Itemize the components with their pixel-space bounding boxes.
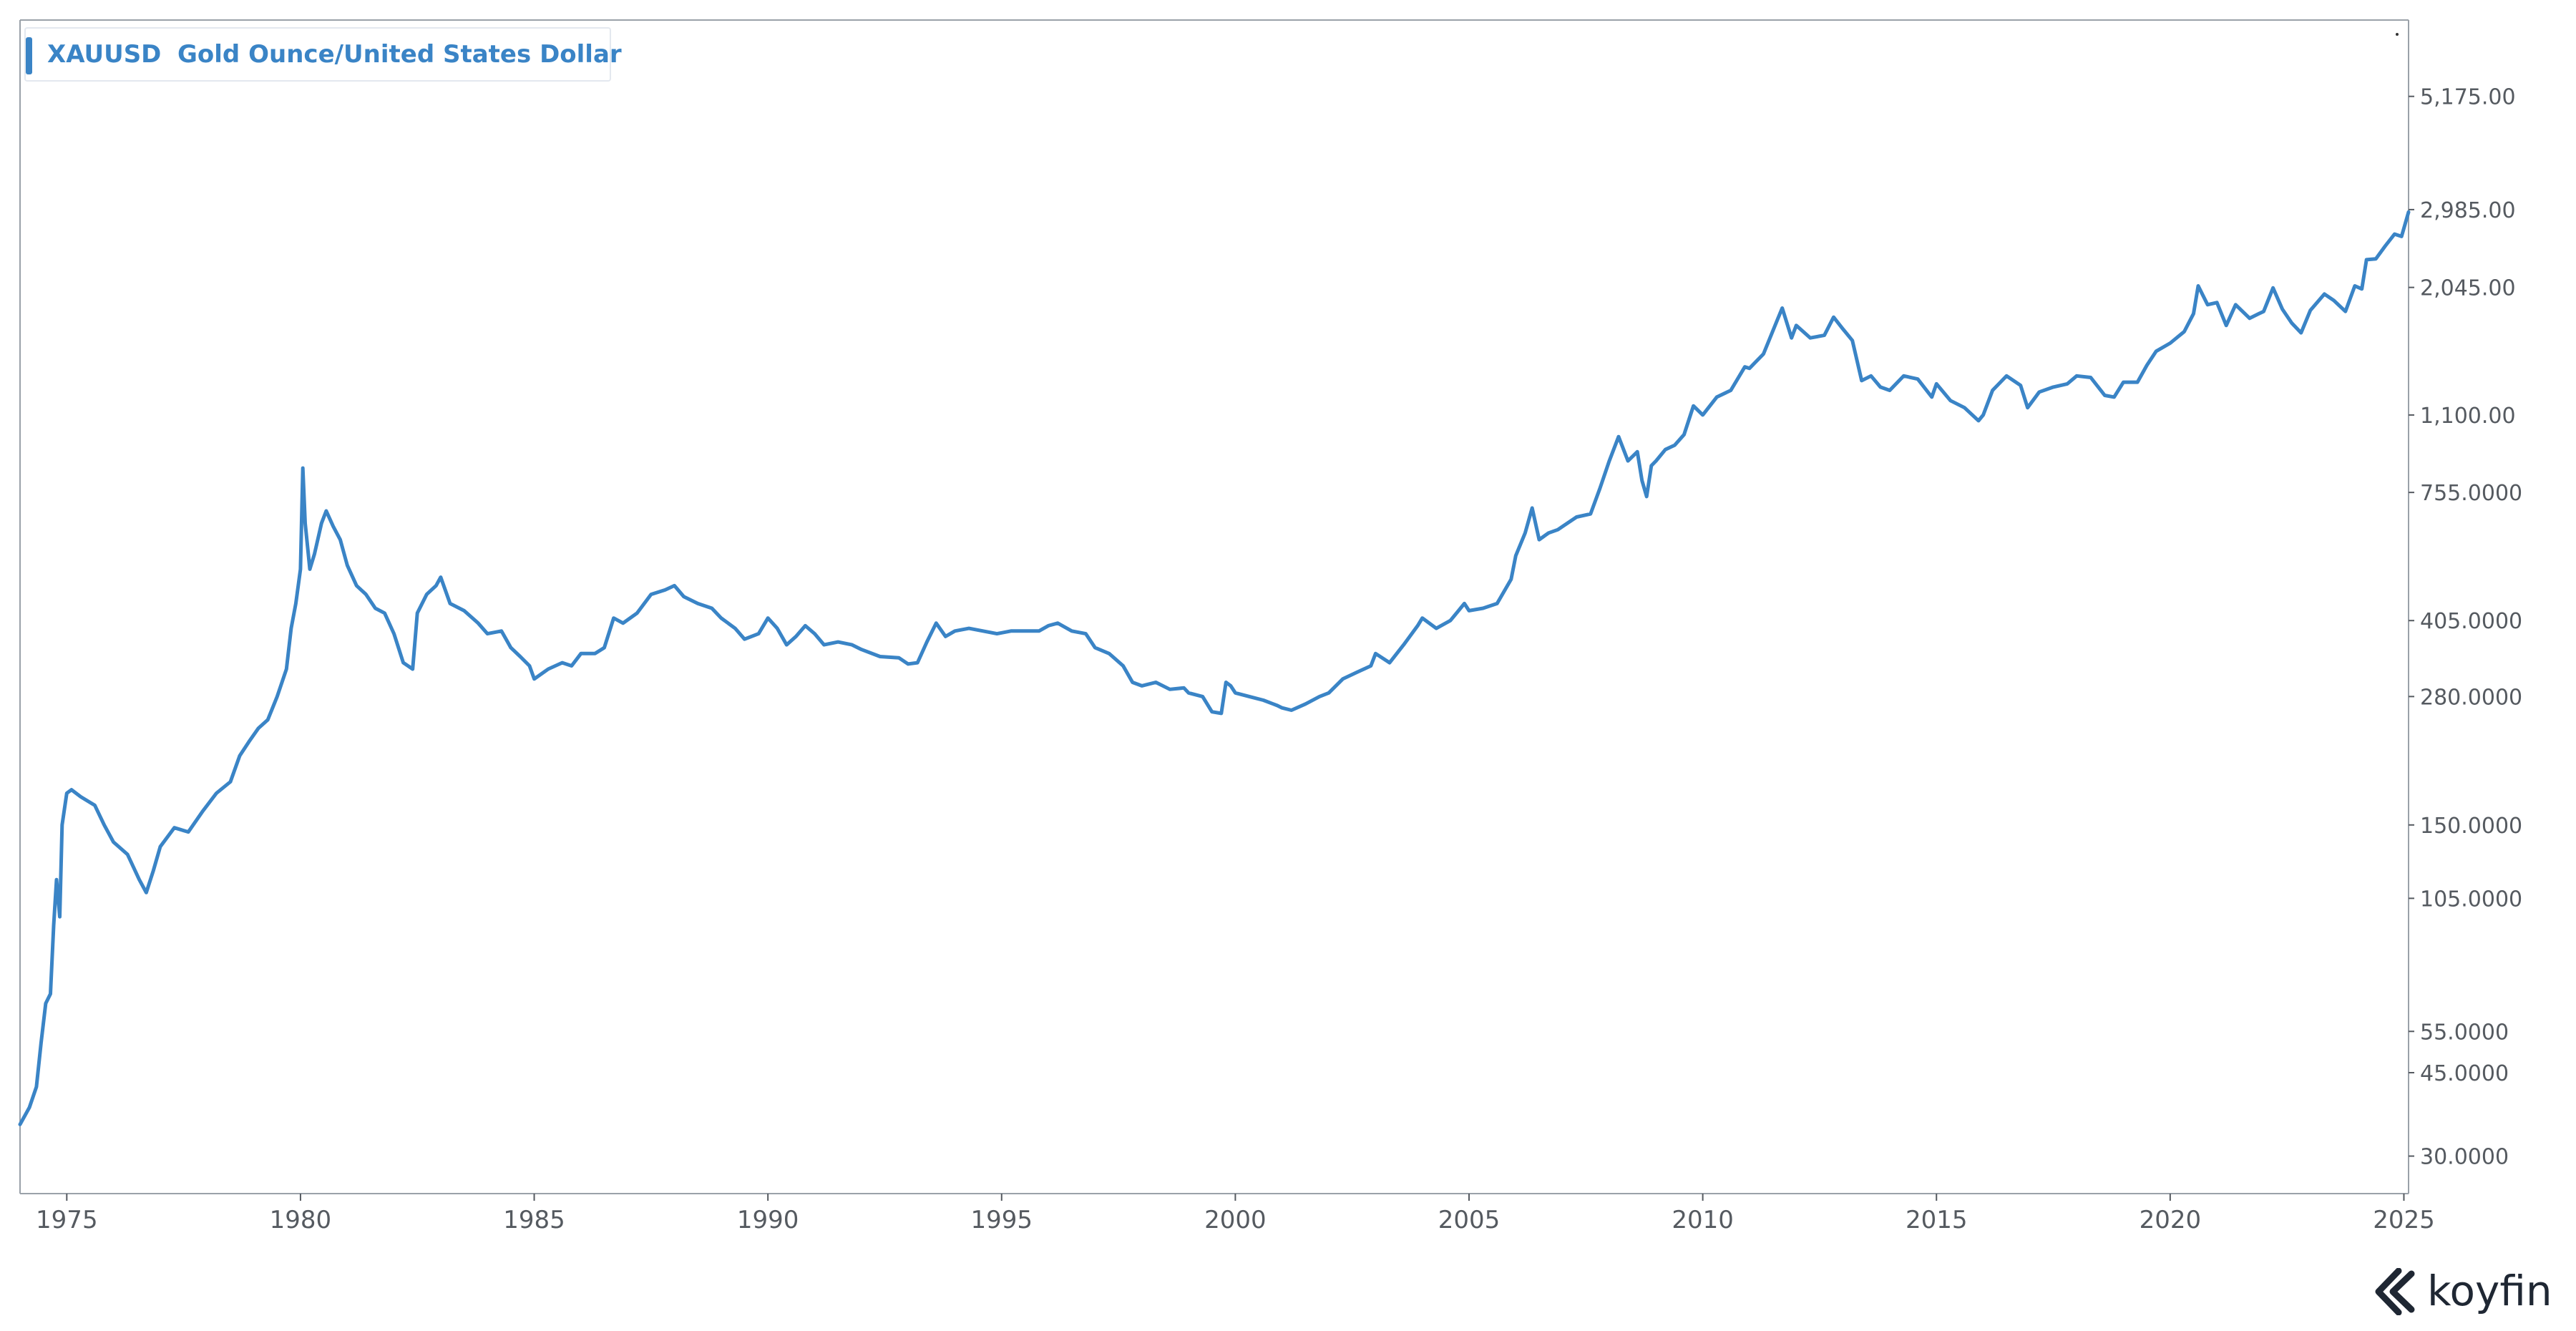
x-tick-label: 1975 (36, 1206, 98, 1234)
corner-dot (2396, 33, 2399, 36)
y-tick-label: 5,175.00 (2420, 85, 2516, 110)
y-tick-label: 2,985.00 (2420, 198, 2516, 223)
legend[interactable]: XAUUSD Gold Ounce/United States Dollar (24, 27, 622, 82)
y-tick-label: 405.0000 (2420, 609, 2522, 634)
y-tick-label: 755.0000 (2420, 481, 2522, 506)
x-tick-label: 2000 (1204, 1206, 1267, 1234)
y-tick-label: 150.0000 (2420, 814, 2522, 839)
koyfin-logo-icon (2375, 1268, 2415, 1315)
x-tick-label: 1985 (503, 1206, 565, 1234)
y-tick-label: 55.0000 (2420, 1020, 2509, 1045)
y-tick-label: 1,100.00 (2420, 404, 2516, 429)
x-tick-label: 2010 (1672, 1206, 1734, 1234)
y-tick-label: 280.0000 (2420, 685, 2522, 710)
x-tick-label: 1995 (971, 1206, 1033, 1234)
x-tick-label: 1990 (737, 1206, 799, 1234)
x-tick-label: 2025 (2373, 1206, 2435, 1234)
y-tick-label: 45.0000 (2420, 1061, 2509, 1086)
y-axis-ticks: 5,175.00 2,985.00 2,045.00 1,100.00 755.0000… (2409, 85, 2522, 1170)
x-tick-label: 1980 (270, 1206, 332, 1234)
legend-series-name: Gold Ounce/United States Dollar (177, 40, 622, 69)
y-tick-label: 2,045.00 (2420, 276, 2516, 301)
series-group (18, 210, 2411, 1126)
legend-swatch (26, 37, 32, 74)
x-tick-label: 2020 (2140, 1206, 2202, 1234)
legend-ticker: XAUUSD (47, 40, 162, 69)
y-tick-label: 30.0000 (2420, 1145, 2509, 1170)
y-tick-label: 105.0000 (2420, 887, 2522, 912)
series-line-xauusd (18, 210, 2411, 1126)
brand-name: koyfin (2427, 1267, 2552, 1315)
x-tick-label: 2005 (1438, 1206, 1501, 1234)
brand-logo: koyfin (2374, 1265, 2567, 1322)
x-tick-label: 2015 (1906, 1206, 1968, 1234)
x-axis-ticks: 1975 1980 1985 1990 1995 2000 2005 2010 2015 2020… (36, 1194, 2435, 1234)
